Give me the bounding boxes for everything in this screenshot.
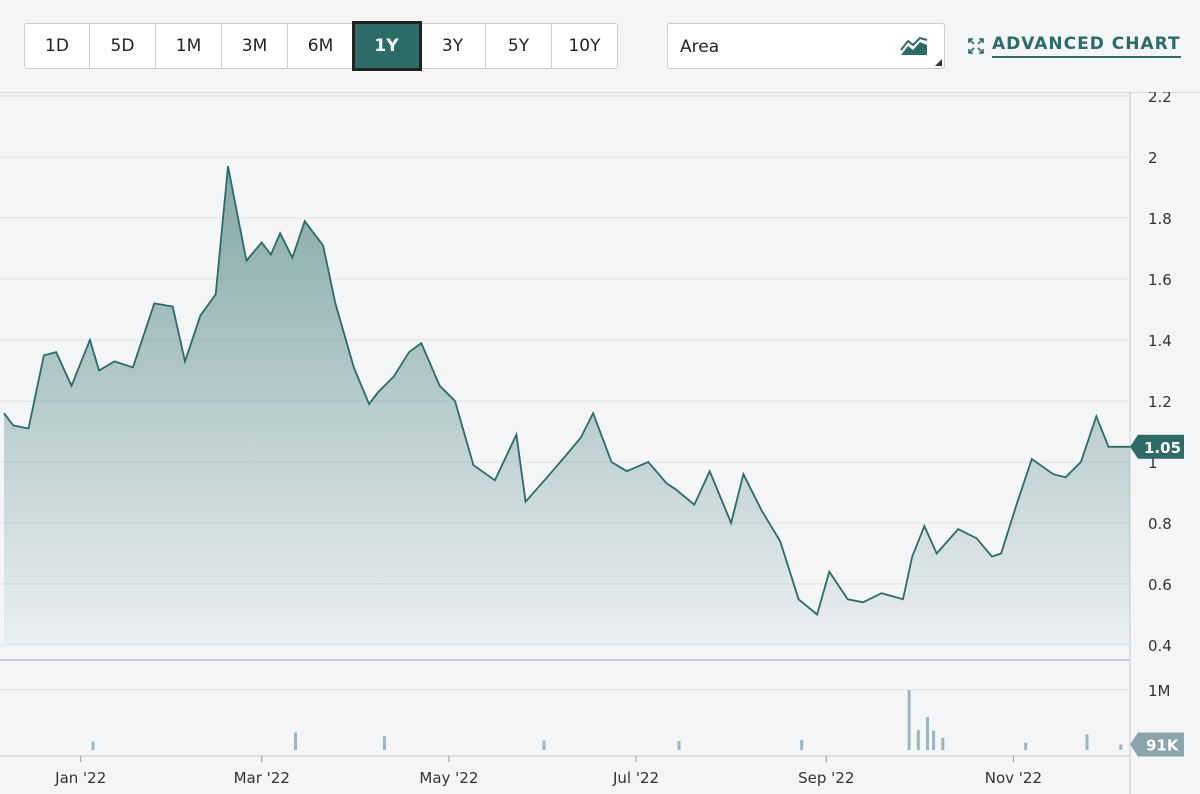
x-tick-label: Sep '22: [798, 769, 854, 787]
volume-bar: [542, 740, 546, 750]
chart-type-select[interactable]: Area: [667, 23, 945, 69]
range-button-1y[interactable]: 1Y: [352, 21, 422, 71]
y-tick-label: 1: [1148, 454, 1158, 472]
range-button-5d[interactable]: 5D: [90, 23, 156, 69]
volume-bar: [907, 690, 911, 750]
x-tick-label: Jan '22: [54, 769, 106, 787]
volume-bar: [1119, 744, 1123, 750]
x-tick-label: Jul '22: [612, 769, 659, 787]
x-tick-label: Nov '22: [985, 769, 1042, 787]
last-price-label: 1.05: [1144, 439, 1181, 457]
volume-bar: [1024, 742, 1028, 750]
range-button-5y[interactable]: 5Y: [486, 23, 552, 69]
range-selector: 1D 5D 1M 3M 6M 1Y 3Y 5Y 10Y: [24, 21, 618, 71]
volume-bar: [294, 732, 297, 750]
dropdown-corner-icon: [935, 59, 942, 66]
range-button-1d[interactable]: 1D: [24, 23, 90, 69]
volume-bar: [91, 741, 95, 750]
volume-bar: [941, 738, 945, 750]
advanced-chart-link[interactable]: ADVANCED CHART: [968, 34, 1181, 58]
x-tick-label: Mar '22: [234, 769, 290, 787]
volume-bar: [932, 730, 936, 750]
range-button-3m[interactable]: 3M: [222, 23, 288, 69]
y-tick-label: 1.8: [1148, 210, 1172, 228]
y-tick-label: 1.6: [1148, 271, 1172, 289]
last-price-marker: [1130, 434, 1184, 459]
range-button-6m[interactable]: 6M: [288, 23, 354, 69]
chart-toolbar: 1D 5D 1M 3M 6M 1Y 3Y 5Y 10Y Area ADVANCED CHART: [0, 0, 1200, 93]
range-button-3y[interactable]: 3Y: [420, 23, 486, 69]
volume-bar: [926, 717, 929, 750]
price-line: [3, 166, 1130, 617]
y-tick-label: 1.2: [1148, 393, 1172, 411]
volume-bar: [382, 736, 386, 750]
y-tick-label: 1.4: [1148, 332, 1172, 350]
y-tick-label: 2.2: [1148, 92, 1172, 106]
last-volume-label: 91K: [1146, 737, 1180, 755]
last-volume-marker: [1130, 732, 1184, 757]
y-tick-label: 0.8: [1148, 515, 1172, 533]
price-chart[interactable]: 0.4 0.6 0.8 1 1.2 1.4 1.6 1.8 2 2.2 1.05 1M 91K Jan '…: [0, 92, 1200, 794]
y-tick-label: 2: [1148, 149, 1158, 167]
expand-icon: [968, 38, 984, 54]
x-tick-label: May '22: [419, 769, 478, 787]
range-button-10y[interactable]: 10Y: [552, 23, 618, 69]
advanced-chart-label: ADVANCED CHART: [992, 34, 1181, 58]
volume-bar: [1085, 734, 1089, 750]
volume-bar: [916, 730, 920, 750]
chart-type-value: Area: [680, 37, 720, 57]
range-button-1m[interactable]: 1M: [156, 23, 222, 69]
volume-tick-label: 1M: [1148, 682, 1171, 700]
y-tick-label: 0.4: [1148, 637, 1172, 655]
area-chart-icon: [900, 36, 928, 55]
price-area-fill: [4, 166, 1130, 645]
volume-bar: [677, 741, 681, 750]
y-tick-label: 0.6: [1148, 576, 1172, 594]
volume-bar: [800, 739, 804, 750]
